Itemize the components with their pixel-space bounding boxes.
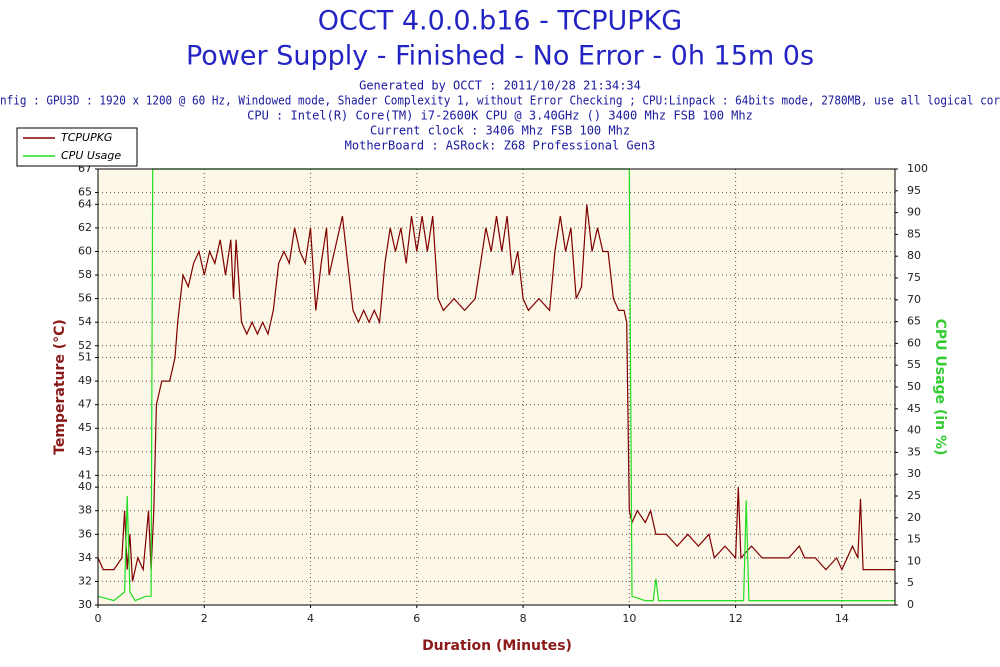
series-line [97,168,895,602]
legend-label: CPU Usage [61,149,121,162]
y2-tick-label: 30 [907,467,921,480]
y-tick-label: 47 [78,398,92,411]
y-axis-label: Temperature (°C) [52,319,68,455]
x-tick-label: 4 [307,612,314,625]
y2-tick-label: 15 [907,533,921,546]
x-tick-label: 0 [95,612,102,625]
y-tick-label: 64 [78,197,92,210]
chart-subtitle: Power Supply - Finished - No Error - 0h … [186,41,814,72]
y-tick-label: 43 [78,445,92,458]
y2-tick-label: 100 [907,162,928,175]
y2-tick-label: 80 [907,249,921,262]
y2-tick-label: 95 [907,184,921,197]
y2-tick-label: 35 [907,445,921,458]
info-line: Generated by OCCT : 2011/10/28 21:34:34 [359,79,641,93]
y-tick-label: 40 [78,480,92,493]
y-tick-label: 34 [78,551,92,564]
x-tick-label: 8 [520,612,527,625]
y2-tick-label: 60 [907,336,921,349]
info-line: Current clock : 3406 Mhz FSB 100 Mhz [370,124,630,138]
y-tick-label: 30 [78,598,92,611]
y-tick-label: 65 [78,186,92,199]
x-axis-label: Duration (Minutes) [422,638,572,654]
y-tick-label: 58 [78,268,92,281]
chart-title: OCCT 4.0.0.b16 - TCPUPKG [318,6,682,37]
y2-tick-label: 75 [907,271,921,284]
x-tick-label: 10 [622,612,636,625]
y2-tick-label: 50 [907,380,921,393]
plot-background [98,169,895,605]
legend-label: TCPUPKG [61,131,112,144]
x-tick-label: 12 [729,612,743,625]
y2-tick-label: 0 [907,598,914,611]
y2-tick-label: 90 [907,206,921,219]
y-tick-label: 38 [78,504,92,517]
y2-tick-label: 25 [907,489,921,502]
y-tick-label: 52 [78,339,92,352]
y-tick-label: 56 [78,292,92,305]
y-tick-label: 51 [78,351,92,364]
y-tick-label: 54 [78,315,92,328]
y2-tick-label: 40 [907,424,921,437]
y2-tick-label: 70 [907,293,921,306]
y2-tick-label: 45 [907,402,921,415]
y2-tick-label: 20 [907,511,921,524]
y-tick-label: 60 [78,244,92,257]
series-line [97,204,895,582]
x-tick-label: 14 [835,612,849,625]
y-tick-label: 62 [78,221,92,234]
info-line: CPU : Intel(R) Core(TM) i7-2600K CPU @ 3… [247,109,753,123]
y-tick-label: 49 [78,374,92,387]
y2-tick-label: 10 [907,554,921,567]
y2-axis-label: CPU Usage (in %) [932,319,948,456]
y2-tick-label: 55 [907,358,921,371]
legend-box [16,127,138,167]
y-tick-label: 32 [78,574,92,587]
y2-tick-label: 85 [907,227,921,240]
y-tick-label: 45 [78,421,92,434]
y-tick-label: 41 [78,468,92,481]
info-line: nfig : GPU3D : 1920 x 1200 @ 60 Hz, Wind… [0,94,1000,108]
x-tick-label: 2 [201,612,208,625]
y2-tick-label: 65 [907,315,921,328]
plot-frame [97,168,896,606]
y-tick-label: 36 [78,527,92,540]
x-tick-label: 6 [413,612,420,625]
info-line: MotherBoard : ASRock: Z68 Professional G… [345,139,656,153]
y2-tick-label: 5 [907,576,914,589]
